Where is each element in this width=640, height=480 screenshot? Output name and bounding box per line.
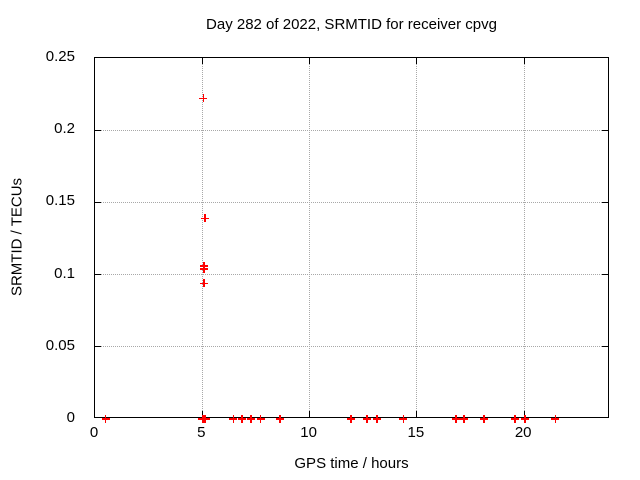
y-tick-label: 0.1 [54,264,75,282]
tick-mark [309,58,311,64]
gridline-horizontal [95,201,608,203]
tick-mark [95,129,101,131]
data-point-marker [101,415,110,423]
tick-mark [602,346,608,348]
data-point-marker [399,415,408,423]
tick-mark [201,58,203,64]
x-tick-label: 10 [300,424,317,441]
y-tick-label: 0.05 [45,336,75,354]
tick-mark [523,411,525,417]
data-point-marker [551,415,560,423]
data-point-marker [346,415,355,423]
y-tick-label: 0.15 [45,192,75,210]
tick-mark [602,201,608,203]
tick-mark [95,201,101,203]
y-tick-label: 0 [66,409,75,426]
data-point-marker [200,264,209,273]
tick-mark [523,58,525,64]
tick-mark [416,411,418,417]
data-point-marker [247,415,256,423]
tick-mark [95,274,101,276]
x-axis-label: GPS time / hours [294,455,409,472]
data-point-marker [199,94,208,103]
x-tick-label: 15 [407,424,425,441]
data-point-marker [480,415,489,423]
tick-mark [201,411,203,417]
data-point-marker [199,279,208,288]
tick-mark [95,346,101,348]
plot-area [94,57,609,423]
data-point-marker [373,415,382,423]
x-tick-label: 20 [514,424,532,441]
data-point-marker [451,415,460,423]
data-point-marker [510,415,519,423]
tick-mark [602,274,608,276]
data-point-marker [201,415,210,423]
data-point-marker [237,415,246,423]
x-tick-label: 5 [197,424,206,441]
chart-title: Day 282 of 2022, SRMTID for receiver cpv… [206,16,497,33]
gridline-horizontal [95,129,608,131]
tick-mark [416,58,418,64]
tick-mark [602,129,608,131]
data-point-marker [520,415,529,423]
y-tick-label: 0.2 [54,120,75,138]
gridline-vertical [416,58,418,417]
data-point-marker [256,415,265,423]
y-tick-label: 0.25 [45,48,75,65]
tick-mark [309,411,311,417]
data-point-marker [201,214,210,223]
gridline-horizontal [95,346,608,348]
gridline-horizontal [95,274,608,276]
gridline-vertical [523,58,525,417]
data-point-marker [276,415,285,423]
data-point-marker [460,415,469,423]
data-point-marker [363,415,372,423]
x-tick-label: 0 [89,424,99,441]
data-point-marker [229,415,238,423]
gridline-vertical [309,58,311,417]
gridline-vertical [201,58,203,417]
